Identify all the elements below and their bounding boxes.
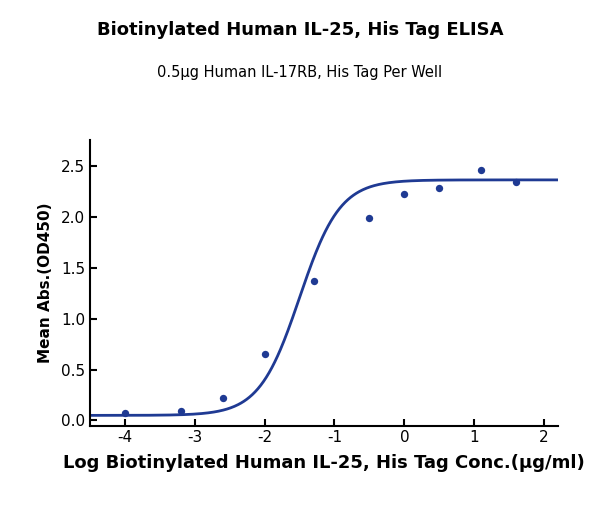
Point: [120, 409, 130, 417]
Point: [218, 394, 227, 402]
Point: [176, 407, 185, 415]
X-axis label: Log Biotinylated Human IL-25, His Tag Conc.(μg/ml): Log Biotinylated Human IL-25, His Tag Co…: [63, 454, 585, 472]
Point: [434, 184, 444, 192]
Point: [476, 166, 486, 174]
Text: Biotinylated Human IL-25, His Tag ELISA: Biotinylated Human IL-25, His Tag ELISA: [97, 21, 503, 39]
Text: 0.5μg Human IL-17RB, His Tag Per Well: 0.5μg Human IL-17RB, His Tag Per Well: [157, 65, 443, 80]
Y-axis label: Mean Abs.(OD450): Mean Abs.(OD450): [38, 202, 53, 363]
Point: [400, 190, 409, 198]
Point: [260, 350, 269, 358]
Point: [511, 178, 521, 186]
Point: [309, 277, 319, 285]
Point: [365, 213, 374, 222]
